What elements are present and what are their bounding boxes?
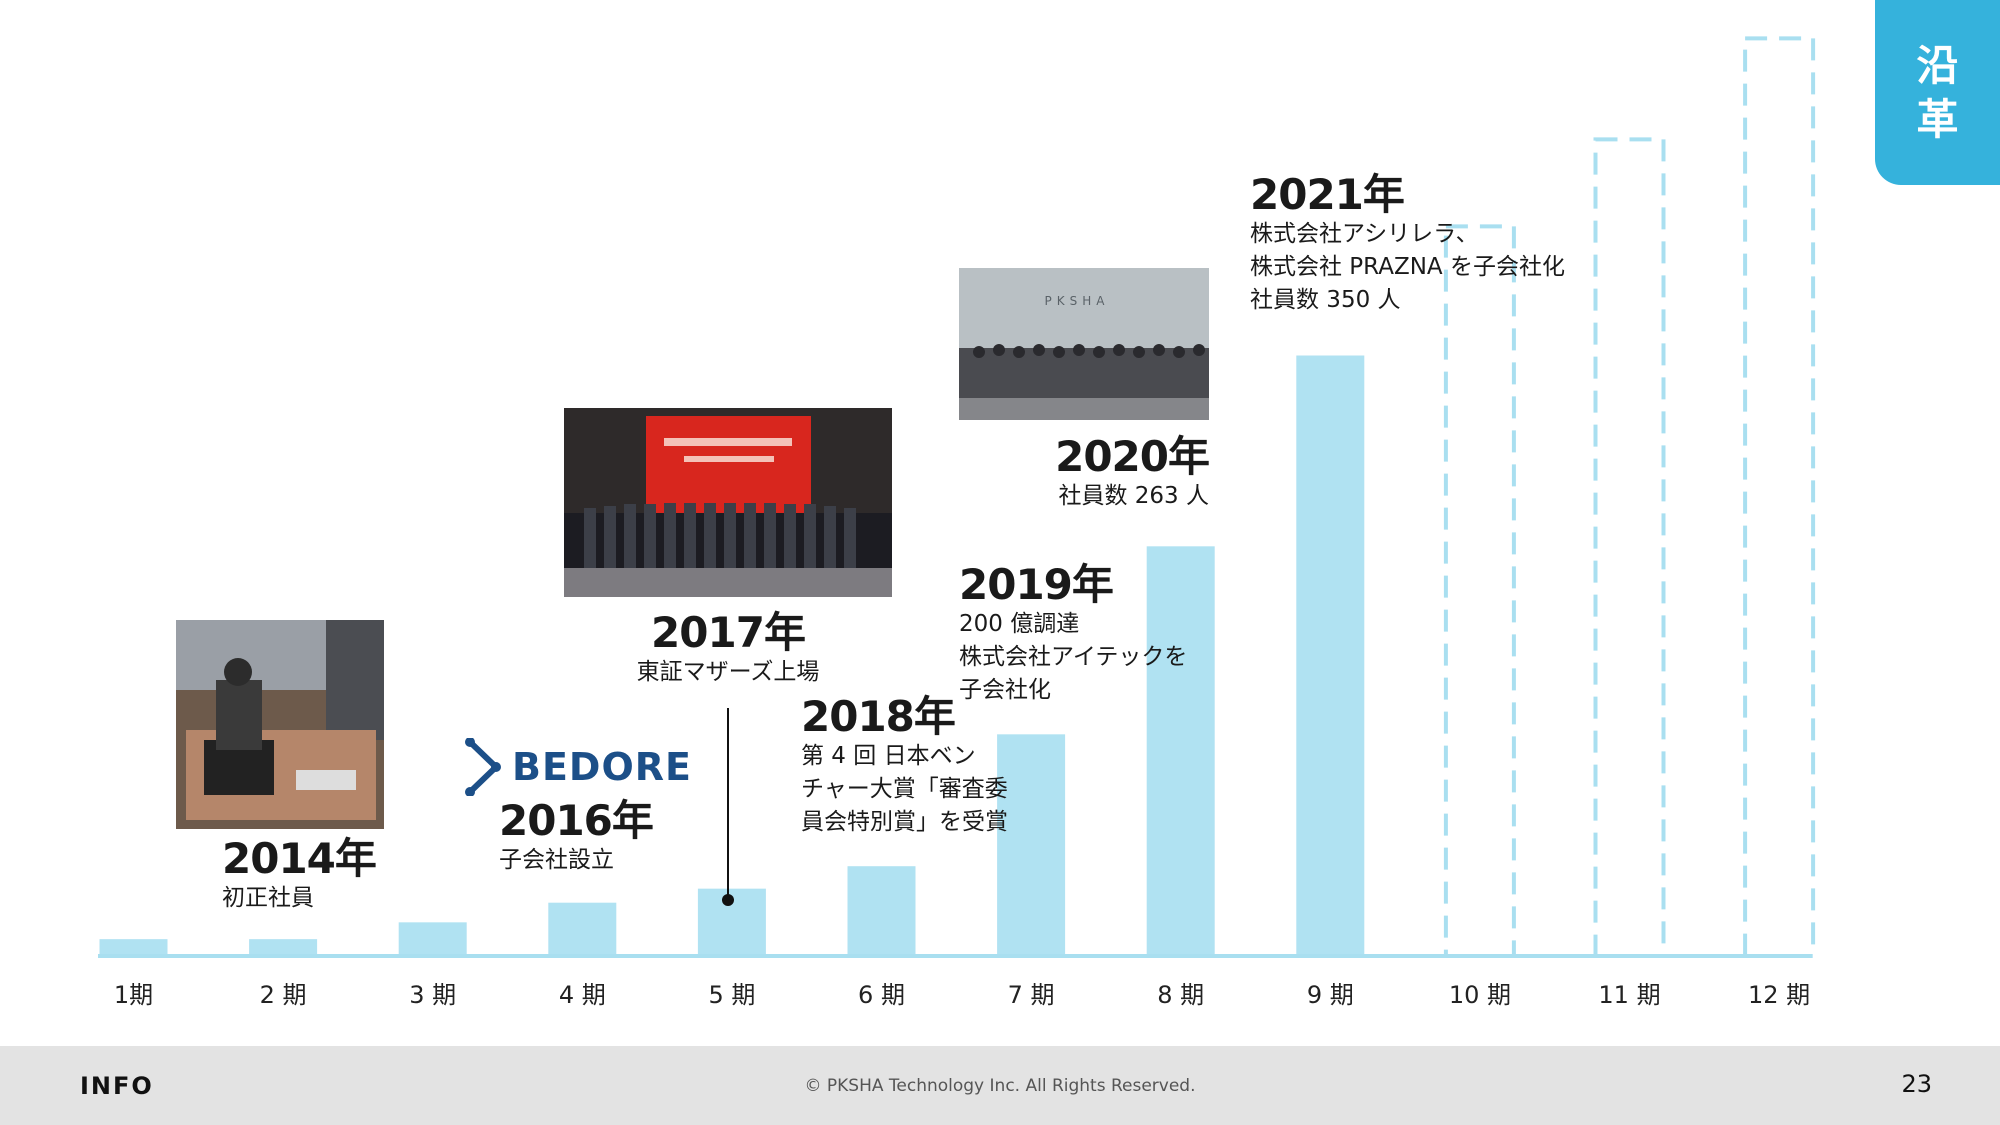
bar-7 xyxy=(997,734,1066,956)
milestone-year: 2018年 xyxy=(801,692,956,741)
milestone-year: 2019年 xyxy=(959,560,1114,609)
milestone-2017: 2017年 東証マザーズ上場 xyxy=(588,608,868,689)
bedore-mark-icon xyxy=(465,738,501,796)
milestone-desc: 200 億調達 株式会社アイテックを 子会社化 xyxy=(959,611,1188,704)
milestone-2020: 2020年 社員数 263 人 xyxy=(959,432,1210,513)
footer-copyright: © PKSHA Technology Inc. All Rights Reser… xyxy=(804,1076,1196,1096)
bar-9 xyxy=(1296,355,1365,956)
milestone-2016: 2016年 子会社設立 xyxy=(499,796,654,877)
bedore-logo: BEDORE xyxy=(462,738,692,796)
projected-bar-10 xyxy=(1443,224,1516,958)
footer-section-label: INFO xyxy=(80,1072,154,1100)
page-number: 23 xyxy=(1901,1070,1932,1098)
bar-6 xyxy=(847,866,916,956)
group-photo-2020: PKSHA xyxy=(959,268,1209,420)
x-tick-label: 7 期 xyxy=(1008,981,1055,1009)
x-tick-label: 8 期 xyxy=(1157,981,1204,1009)
section-tab-line1: 沿 xyxy=(1916,40,1959,90)
office-photo-2014 xyxy=(176,620,384,829)
bar-2 xyxy=(249,939,318,956)
x-tick-label: 1期 xyxy=(114,981,153,1009)
section-tab-line2: 革 xyxy=(1916,94,1959,144)
x-tick-label: 5 期 xyxy=(708,981,755,1009)
milestone-desc: 社員数 263 人 xyxy=(1058,483,1209,510)
bedore-logo-text: BEDORE xyxy=(512,745,692,789)
x-tick-label: 6 期 xyxy=(858,981,905,1009)
bar-8 xyxy=(1146,546,1215,956)
milestone-desc: 株式会社アシリレラ、 株式会社 PRAZNA を子会社化 社員数 350 人 xyxy=(1250,221,1565,314)
x-tick-label: 12 期 xyxy=(1748,981,1810,1009)
milestone-desc: 子会社設立 xyxy=(499,847,614,874)
ipo-ceremony-photo-2017 xyxy=(564,408,892,597)
milestone-2021: 2021年 株式会社アシリレラ、 株式会社 PRAZNA を子会社化 社員数 3… xyxy=(1250,170,1565,317)
x-tick-label: 9 期 xyxy=(1307,981,1354,1009)
milestone-2019: 2019年 200 億調達 株式会社アイテックを 子会社化 xyxy=(959,560,1188,707)
milestone-year: 2017年 xyxy=(651,608,806,657)
milestone-year: 2014年 xyxy=(222,834,377,883)
projected-bar-12 xyxy=(1743,36,1816,959)
milestone-desc: 第 4 回 日本ベン チャー大賞「審査委 員会特別賞」を受賞 xyxy=(801,743,1008,836)
footer: INFO © PKSHA Technology Inc. All Rights … xyxy=(0,1046,2000,1125)
x-tick-label: 4 期 xyxy=(559,981,606,1009)
bar-4 xyxy=(548,902,617,956)
growth-bar-chart: 1期 2 期 3 期 4 期 5 期 6 期 7 期 8 期 9 期 10 期 11 期 12 期 xyxy=(98,36,1816,1009)
ipo-marker-dot xyxy=(722,894,734,906)
bar-3 xyxy=(398,922,467,956)
x-tick-label: 11 期 xyxy=(1598,981,1660,1009)
milestone-desc: 東証マザーズ上場 xyxy=(636,659,820,686)
milestone-desc: 初正社員 xyxy=(222,885,314,912)
x-tick-label: 3 期 xyxy=(409,981,456,1009)
milestone-year: 2016年 xyxy=(499,796,654,845)
milestone-year: 2020年 xyxy=(1055,432,1210,481)
x-tick-label: 10 期 xyxy=(1449,981,1511,1009)
projected-bar-11 xyxy=(1593,137,1666,959)
milestone-2014: 2014年 初正社員 xyxy=(222,834,377,915)
section-tab: 沿 革 xyxy=(1875,0,2000,185)
milestone-2018: 2018年 第 4 回 日本ベン チャー大賞「審査委 員会特別賞」を受賞 xyxy=(801,692,1008,839)
milestone-year: 2021年 xyxy=(1250,170,1405,219)
x-tick-label: 2 期 xyxy=(260,981,307,1009)
svg-text:PKSHA: PKSHA xyxy=(1045,294,1110,308)
bar-1 xyxy=(99,939,168,956)
